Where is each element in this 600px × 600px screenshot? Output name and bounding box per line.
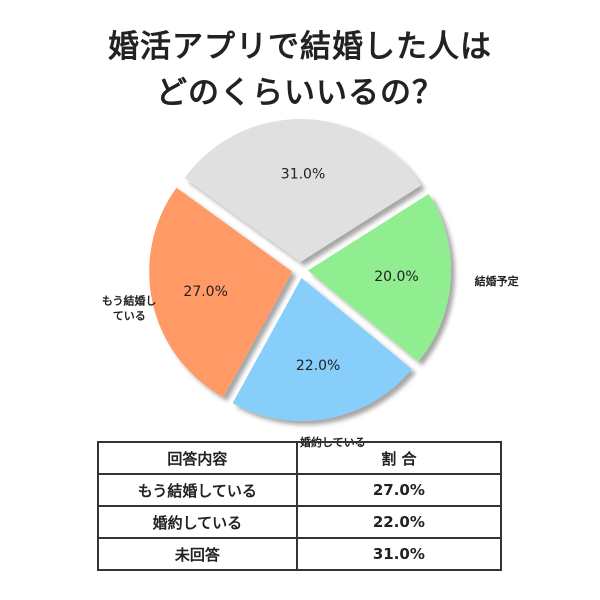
slice-value-label-2: 22.0% [296,358,340,374]
table-header-answer: 回答内容 [97,441,298,475]
table-cell-answer: 婚約している [97,505,298,539]
table-cell-answer: 未回答 [97,537,298,571]
table-cell-ratio: 31.0% [295,537,503,571]
chart-title: 婚活アプリで結婚した人は どのくらいいるの？ [0,24,600,116]
pie-slice-2 [232,277,412,421]
table-row: もう結婚している 27.0% [97,473,503,507]
table-header-ratio: 割 合 [295,441,503,475]
table-cell-answer: もう結婚している [97,473,298,507]
summary-table: 回答内容 割 合 もう結婚している 27.0% 婚約している 22.0% 未回答… [97,441,503,571]
slice-value-label-0: 31.0% [281,166,325,182]
chart-title-line-1: 婚活アプリで結婚した人は [108,29,492,65]
table-header-row: 回答内容 割 合 [97,441,503,475]
table-row: 婚約している 22.0% [97,505,503,539]
table-row: 未回答 31.0% [97,537,503,571]
slice-value-label-1: 20.0% [374,269,418,285]
slice-category-label-1: 結婚予定 [475,274,519,288]
pie-slice-1 [307,193,451,362]
table-cell-ratio: 27.0% [295,473,503,507]
pie-slice-3 [149,187,293,398]
table-cell-ratio: 22.0% [295,505,503,539]
pie-slice-0 [184,119,421,263]
slice-category-label-3: もう結婚している [102,294,157,323]
slice-value-label-3: 27.0% [183,284,227,300]
chart-title-line-2: どのくらいいるの？ [156,75,444,111]
